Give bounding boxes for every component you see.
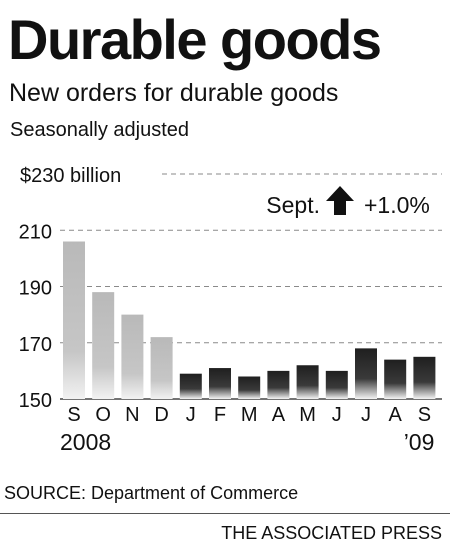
y-tick-label: 150 bbox=[19, 390, 52, 412]
credit-line: THE ASSOCIATED PRESS bbox=[221, 523, 442, 543]
bar bbox=[63, 241, 85, 399]
annotation-change: +1.0% bbox=[364, 192, 430, 218]
bar bbox=[384, 359, 407, 399]
bar bbox=[238, 376, 261, 399]
bar bbox=[267, 370, 290, 399]
x-tick-label: N bbox=[125, 404, 139, 426]
chart-title: Durable goods bbox=[8, 8, 382, 71]
adjustment-note: Seasonally adjusted bbox=[10, 119, 190, 141]
year-label: ’09 bbox=[404, 429, 435, 455]
x-tick-label: M bbox=[299, 404, 316, 426]
year-label: 2008 bbox=[60, 429, 111, 455]
footer-divider bbox=[0, 513, 450, 514]
x-tick-label: J bbox=[332, 404, 342, 426]
annotation-label: Sept. bbox=[266, 192, 320, 218]
y-tick-label: 210 bbox=[19, 221, 52, 243]
x-tick-label: O bbox=[95, 404, 111, 426]
x-tick-label: F bbox=[214, 404, 226, 426]
y-tick-label: $230 billion bbox=[20, 165, 121, 187]
x-tick-label: J bbox=[361, 404, 371, 426]
sept-change-annotation: Sept. +1.0% bbox=[266, 186, 430, 218]
x-tick-label: A bbox=[272, 404, 286, 426]
bar bbox=[355, 348, 377, 399]
x-tick-label: D bbox=[154, 404, 168, 426]
bar bbox=[209, 368, 231, 399]
chart-subtitle: New orders for durable goods bbox=[9, 79, 339, 107]
bar bbox=[413, 356, 436, 399]
x-tick-label: J bbox=[186, 404, 196, 426]
source-note: SOURCE: Department of Commerce bbox=[4, 483, 299, 503]
bar bbox=[179, 373, 202, 399]
bar bbox=[121, 314, 144, 399]
bar bbox=[325, 370, 348, 399]
x-tick-label: S bbox=[418, 404, 431, 426]
bar bbox=[92, 292, 115, 399]
y-tick-label: 190 bbox=[19, 278, 52, 300]
x-tick-label: A bbox=[389, 404, 403, 426]
x-tick-label: S bbox=[67, 404, 80, 426]
y-tick-label: 170 bbox=[19, 334, 52, 356]
bar bbox=[296, 365, 319, 399]
up-arrow-icon bbox=[326, 186, 354, 215]
x-tick-label: M bbox=[241, 404, 258, 426]
bar bbox=[150, 337, 173, 399]
